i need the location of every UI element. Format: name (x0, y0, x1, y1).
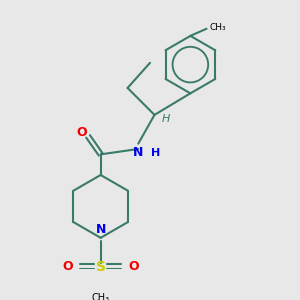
Text: O: O (62, 260, 73, 273)
Text: CH₃: CH₃ (209, 23, 226, 32)
Text: CH₃: CH₃ (92, 293, 110, 300)
Text: H: H (162, 114, 170, 124)
Text: O: O (128, 260, 139, 273)
Text: N: N (95, 223, 106, 236)
Text: H: H (151, 148, 160, 158)
Text: O: O (76, 126, 87, 139)
Text: N: N (133, 146, 143, 159)
Text: S: S (96, 260, 106, 274)
